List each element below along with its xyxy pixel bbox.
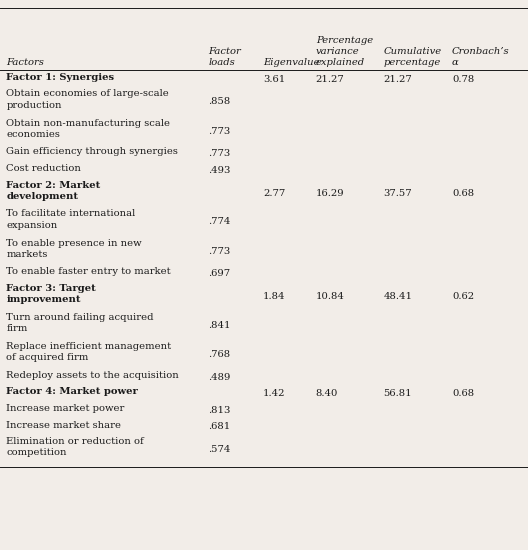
Text: .774: .774 (209, 217, 231, 227)
Text: Redeploy assets to the acquisition: Redeploy assets to the acquisition (6, 371, 179, 380)
Text: To enable presence in new
markets: To enable presence in new markets (6, 239, 142, 258)
Text: Factor 3: Target
improvement: Factor 3: Target improvement (6, 284, 96, 304)
Text: .773: .773 (209, 126, 231, 135)
Text: .773: .773 (209, 149, 231, 158)
Text: 48.41: 48.41 (383, 292, 412, 301)
Text: .768: .768 (209, 350, 231, 359)
Text: To facilitate international
expansion: To facilitate international expansion (6, 210, 136, 229)
Text: 21.27: 21.27 (383, 75, 412, 84)
Text: Increase market power: Increase market power (6, 404, 125, 413)
Text: 3.61: 3.61 (263, 75, 285, 84)
Text: .493: .493 (209, 166, 231, 175)
Text: 0.68: 0.68 (452, 389, 474, 398)
Text: Eigenvalue: Eigenvalue (263, 58, 319, 67)
Text: .841: .841 (209, 321, 231, 330)
Text: Replace inefficient management
of acquired firm: Replace inefficient management of acquir… (6, 342, 172, 362)
Text: 1.84: 1.84 (263, 292, 286, 301)
Text: .813: .813 (209, 406, 231, 415)
Text: Cumulative
percentage: Cumulative percentage (383, 47, 441, 67)
Text: Factor 4: Market power: Factor 4: Market power (6, 388, 138, 397)
Text: 0.78: 0.78 (452, 75, 474, 84)
Text: Factor
loads: Factor loads (209, 47, 241, 67)
Text: Increase market share: Increase market share (6, 421, 121, 430)
Text: .773: .773 (209, 246, 231, 256)
Text: .489: .489 (209, 373, 231, 382)
Text: 0.62: 0.62 (452, 292, 474, 301)
Text: Turn around failing acquired
firm: Turn around failing acquired firm (6, 313, 154, 333)
Text: 21.27: 21.27 (316, 75, 344, 84)
Text: 10.84: 10.84 (316, 292, 345, 301)
Text: 1.42: 1.42 (263, 389, 286, 398)
Text: 37.57: 37.57 (383, 189, 412, 197)
Text: 56.81: 56.81 (383, 389, 412, 398)
Text: Percentage
variance
explained: Percentage variance explained (316, 36, 373, 67)
Text: Factors: Factors (6, 58, 44, 67)
Text: Obtain non-manufacturing scale
economies: Obtain non-manufacturing scale economies (6, 118, 171, 139)
Text: Cronbach’s
α: Cronbach’s α (452, 47, 510, 67)
Text: 2.77: 2.77 (263, 189, 285, 197)
Text: To enable faster entry to market: To enable faster entry to market (6, 267, 171, 277)
Text: .681: .681 (209, 422, 231, 431)
Text: Factor 2: Market
development: Factor 2: Market development (6, 180, 101, 201)
Text: Cost reduction: Cost reduction (6, 164, 81, 173)
Text: Obtain economies of large-scale
production: Obtain economies of large-scale producti… (6, 90, 169, 109)
Text: .697: .697 (209, 270, 231, 278)
Text: 0.68: 0.68 (452, 189, 474, 197)
Text: 8.40: 8.40 (316, 389, 338, 398)
Text: .574: .574 (209, 445, 231, 454)
Text: Factor 1: Synergies: Factor 1: Synergies (6, 73, 115, 82)
Text: .858: .858 (209, 97, 231, 107)
Text: Gain efficiency through synergies: Gain efficiency through synergies (6, 147, 178, 157)
Text: 16.29: 16.29 (316, 189, 344, 197)
Text: Elimination or reduction of
competition: Elimination or reduction of competition (6, 437, 144, 457)
